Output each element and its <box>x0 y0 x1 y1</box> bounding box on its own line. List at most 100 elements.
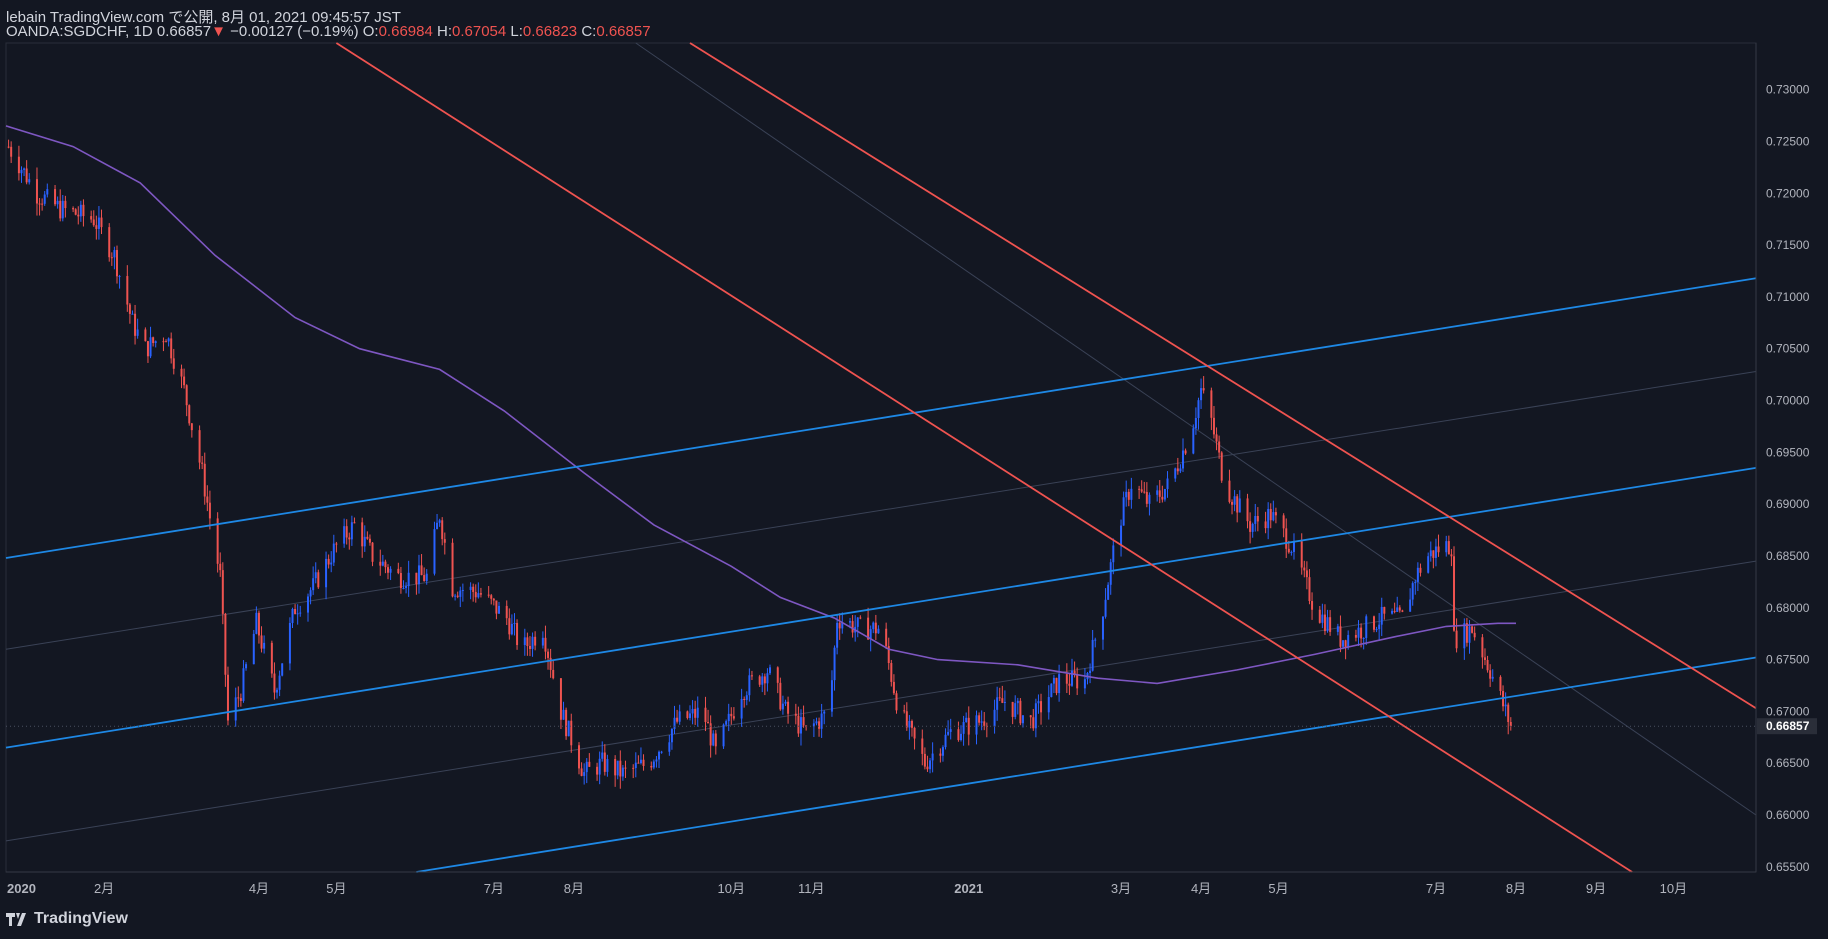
candle-body <box>188 405 191 424</box>
candle-body <box>779 682 782 710</box>
candle-body <box>523 637 526 646</box>
candle-body <box>639 759 642 764</box>
candle-body <box>820 713 823 729</box>
candle-body <box>921 738 924 754</box>
candle-body <box>1215 434 1218 442</box>
candle-body <box>495 600 498 614</box>
candle-body <box>849 621 852 623</box>
candle-body <box>134 313 137 336</box>
candle-body <box>784 701 787 704</box>
candle-body <box>601 752 604 759</box>
candle-body <box>1416 567 1419 582</box>
tradingview-brand[interactable]: TradingView <box>6 910 128 928</box>
candle-body <box>709 723 712 746</box>
candle-body <box>534 636 537 646</box>
candle-body <box>1055 677 1058 694</box>
candle-body <box>492 598 495 601</box>
candle-body <box>650 765 653 768</box>
x-tick-label: 8月 <box>1506 881 1526 896</box>
candle-body <box>97 217 100 229</box>
candle-body <box>980 721 983 723</box>
candle-body <box>947 731 950 735</box>
candle-body <box>1094 639 1097 641</box>
candle-body <box>1212 417 1215 435</box>
candle-body <box>1311 601 1314 610</box>
candle-body <box>1468 626 1471 643</box>
blue-trendline <box>5 466 1757 749</box>
plot-frame <box>5 42 1757 873</box>
candle-body <box>219 563 222 571</box>
candle-body <box>1365 616 1368 638</box>
candle-body <box>1029 715 1032 718</box>
tradingview-logo-icon <box>6 912 28 926</box>
candle-body <box>1104 599 1107 617</box>
candle-body <box>59 200 62 219</box>
candle-body <box>867 617 870 640</box>
candle-body <box>562 709 565 720</box>
y-tick-label: 0.71500 <box>1766 238 1810 252</box>
candle-body <box>74 209 77 215</box>
candle-body <box>1163 488 1166 500</box>
candle-body <box>1068 683 1071 686</box>
y-tick-label: 0.72000 <box>1766 186 1810 200</box>
candle-body <box>1453 556 1456 631</box>
candle-body <box>23 168 26 170</box>
candle-body <box>436 522 439 530</box>
red-trendline <box>335 42 1633 873</box>
candle-body <box>180 368 183 377</box>
candle-body <box>1019 700 1022 724</box>
candle-body <box>707 722 710 724</box>
candle-body <box>263 642 266 649</box>
candle-body <box>72 208 75 210</box>
candle-body <box>288 622 291 664</box>
candle-body <box>1447 541 1450 555</box>
axes: 0.73000 0.72500 0.72000 0.71500 0.71000 0.705… <box>6 43 1817 896</box>
moving-average <box>5 125 1516 685</box>
candle-body <box>836 622 839 648</box>
candle-body <box>678 711 681 722</box>
candle-body <box>637 762 640 764</box>
candle-body <box>565 709 568 737</box>
candle-body <box>598 758 601 775</box>
candle-body <box>1210 390 1213 418</box>
publish-info: lebain TradingView.com で公開, 8月 01, 2021 … <box>6 9 401 26</box>
candle-body <box>255 612 258 634</box>
candle-body <box>1455 630 1458 649</box>
candle-body <box>1318 609 1321 623</box>
candle-body <box>309 590 312 597</box>
candle-body <box>588 761 591 767</box>
candle-body <box>1101 616 1104 640</box>
candle-body <box>20 169 23 174</box>
candle-body <box>1481 637 1484 658</box>
candle-body <box>479 593 482 595</box>
candle-body <box>559 678 562 720</box>
candle-body <box>1184 450 1187 454</box>
candle-body <box>1034 703 1037 729</box>
candle-body <box>312 578 315 591</box>
candle-body <box>939 753 942 756</box>
candle-body <box>118 276 121 278</box>
candle-body <box>544 637 547 652</box>
candle-body <box>1471 626 1474 633</box>
candle-body <box>1138 488 1141 490</box>
candle-body <box>1303 567 1306 571</box>
candle-body <box>1344 640 1347 648</box>
candle-body <box>1246 498 1249 522</box>
candle-body <box>1432 550 1435 558</box>
candle-body <box>456 595 459 597</box>
candle-body <box>38 203 41 205</box>
candle-body <box>583 772 586 776</box>
candle-body <box>634 762 637 769</box>
candle-body <box>203 463 206 497</box>
candle-body <box>1109 562 1112 585</box>
candle-body <box>1040 701 1043 713</box>
low-label: L: <box>510 23 523 40</box>
candle-body <box>276 689 279 693</box>
candle-body <box>1509 721 1512 727</box>
x-tick-label: 11月 <box>798 881 825 896</box>
symbol-name[interactable]: OANDA:SGDCHF, 1D <box>6 23 153 40</box>
x-tick-label: 7月 <box>1426 881 1446 896</box>
candle-body <box>993 709 996 727</box>
candle-body <box>1001 698 1004 703</box>
